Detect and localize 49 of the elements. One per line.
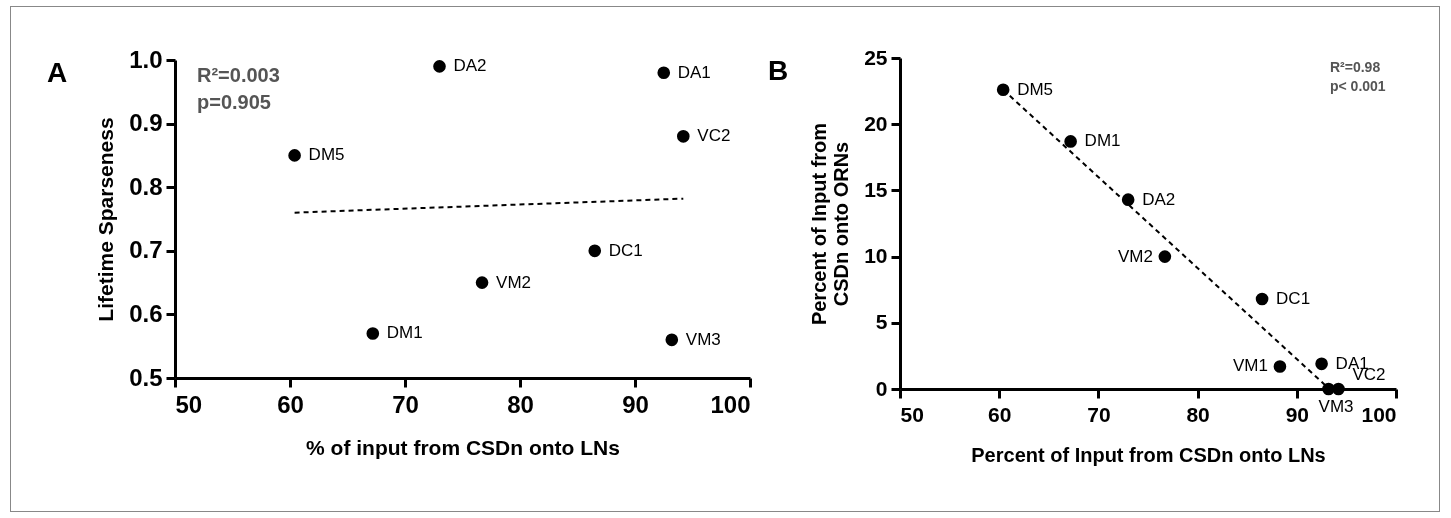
y-tick-label: 15 — [864, 177, 888, 201]
y-tick-label: 25 — [864, 45, 888, 69]
y-tick-label: 0.8 — [129, 172, 163, 200]
text: A — [47, 57, 68, 88]
annotation: DM1 — [1084, 131, 1121, 151]
y-tick-label: 0.7 — [129, 236, 163, 264]
annotation: DM1 — [386, 323, 423, 343]
x-tick-label: 100 — [1361, 402, 1397, 426]
annotation: DA2 — [1142, 189, 1176, 209]
y-axis-title: Lifetime Sparseness — [94, 117, 118, 322]
annotation: VM3 — [1318, 397, 1354, 416]
x-tick-label: 50 — [900, 402, 924, 426]
y-axis-title: Percent of Input from CSDn onto ORNs — [808, 122, 853, 326]
y-tick-label: 0 — [875, 376, 888, 400]
annotation: VC2 — [697, 126, 731, 146]
x-tick-label: 80 — [507, 390, 534, 418]
annotation: DM5 — [1017, 79, 1054, 99]
annotation: VM2 — [496, 272, 532, 292]
x-tick-label: 60 — [988, 402, 1012, 426]
annotation: VM3 — [685, 329, 721, 349]
annotation: VM1 — [1232, 356, 1268, 376]
annotation: DC1 — [608, 240, 643, 260]
annotation: DM5 — [308, 145, 345, 165]
x-tick-label: 70 — [1087, 402, 1111, 426]
text: B — [768, 55, 789, 86]
x-tick-label: 90 — [1285, 402, 1309, 426]
annotation: DA2 — [453, 56, 487, 76]
annotation: R²=0.003 — [197, 64, 280, 86]
y-tick-label: 0.6 — [129, 299, 163, 327]
y-tick-label: 10 — [864, 244, 888, 268]
annotation: p< 0.001 — [1330, 77, 1386, 94]
annotation: p=0.905 — [197, 91, 271, 113]
y-tick-label: 0.9 — [129, 109, 163, 137]
x-axis-title: % of input from CSDn onto LNs — [306, 435, 620, 459]
y-tick-label: 5 — [875, 310, 888, 334]
x-tick-label: 50 — [175, 390, 203, 418]
y-tick-label: 0.5 — [129, 363, 163, 391]
annotation: VM2 — [1117, 246, 1153, 266]
x-tick-label: 70 — [392, 390, 419, 418]
y-tick-label: 1.0 — [129, 45, 163, 73]
x-tick-label: 80 — [1186, 402, 1210, 426]
x-tick-label: 60 — [277, 390, 304, 418]
x-tick-label: 100 — [710, 390, 751, 418]
annotation: DA1 — [677, 62, 711, 82]
annotation: R²=0.98 — [1330, 59, 1381, 75]
y-tick-label: 20 — [864, 111, 888, 135]
x-axis-title: Percent of Input from CSDn onto LNs — [971, 443, 1326, 466]
annotation: DC1 — [1276, 288, 1311, 308]
x-tick-label: 90 — [622, 390, 649, 418]
